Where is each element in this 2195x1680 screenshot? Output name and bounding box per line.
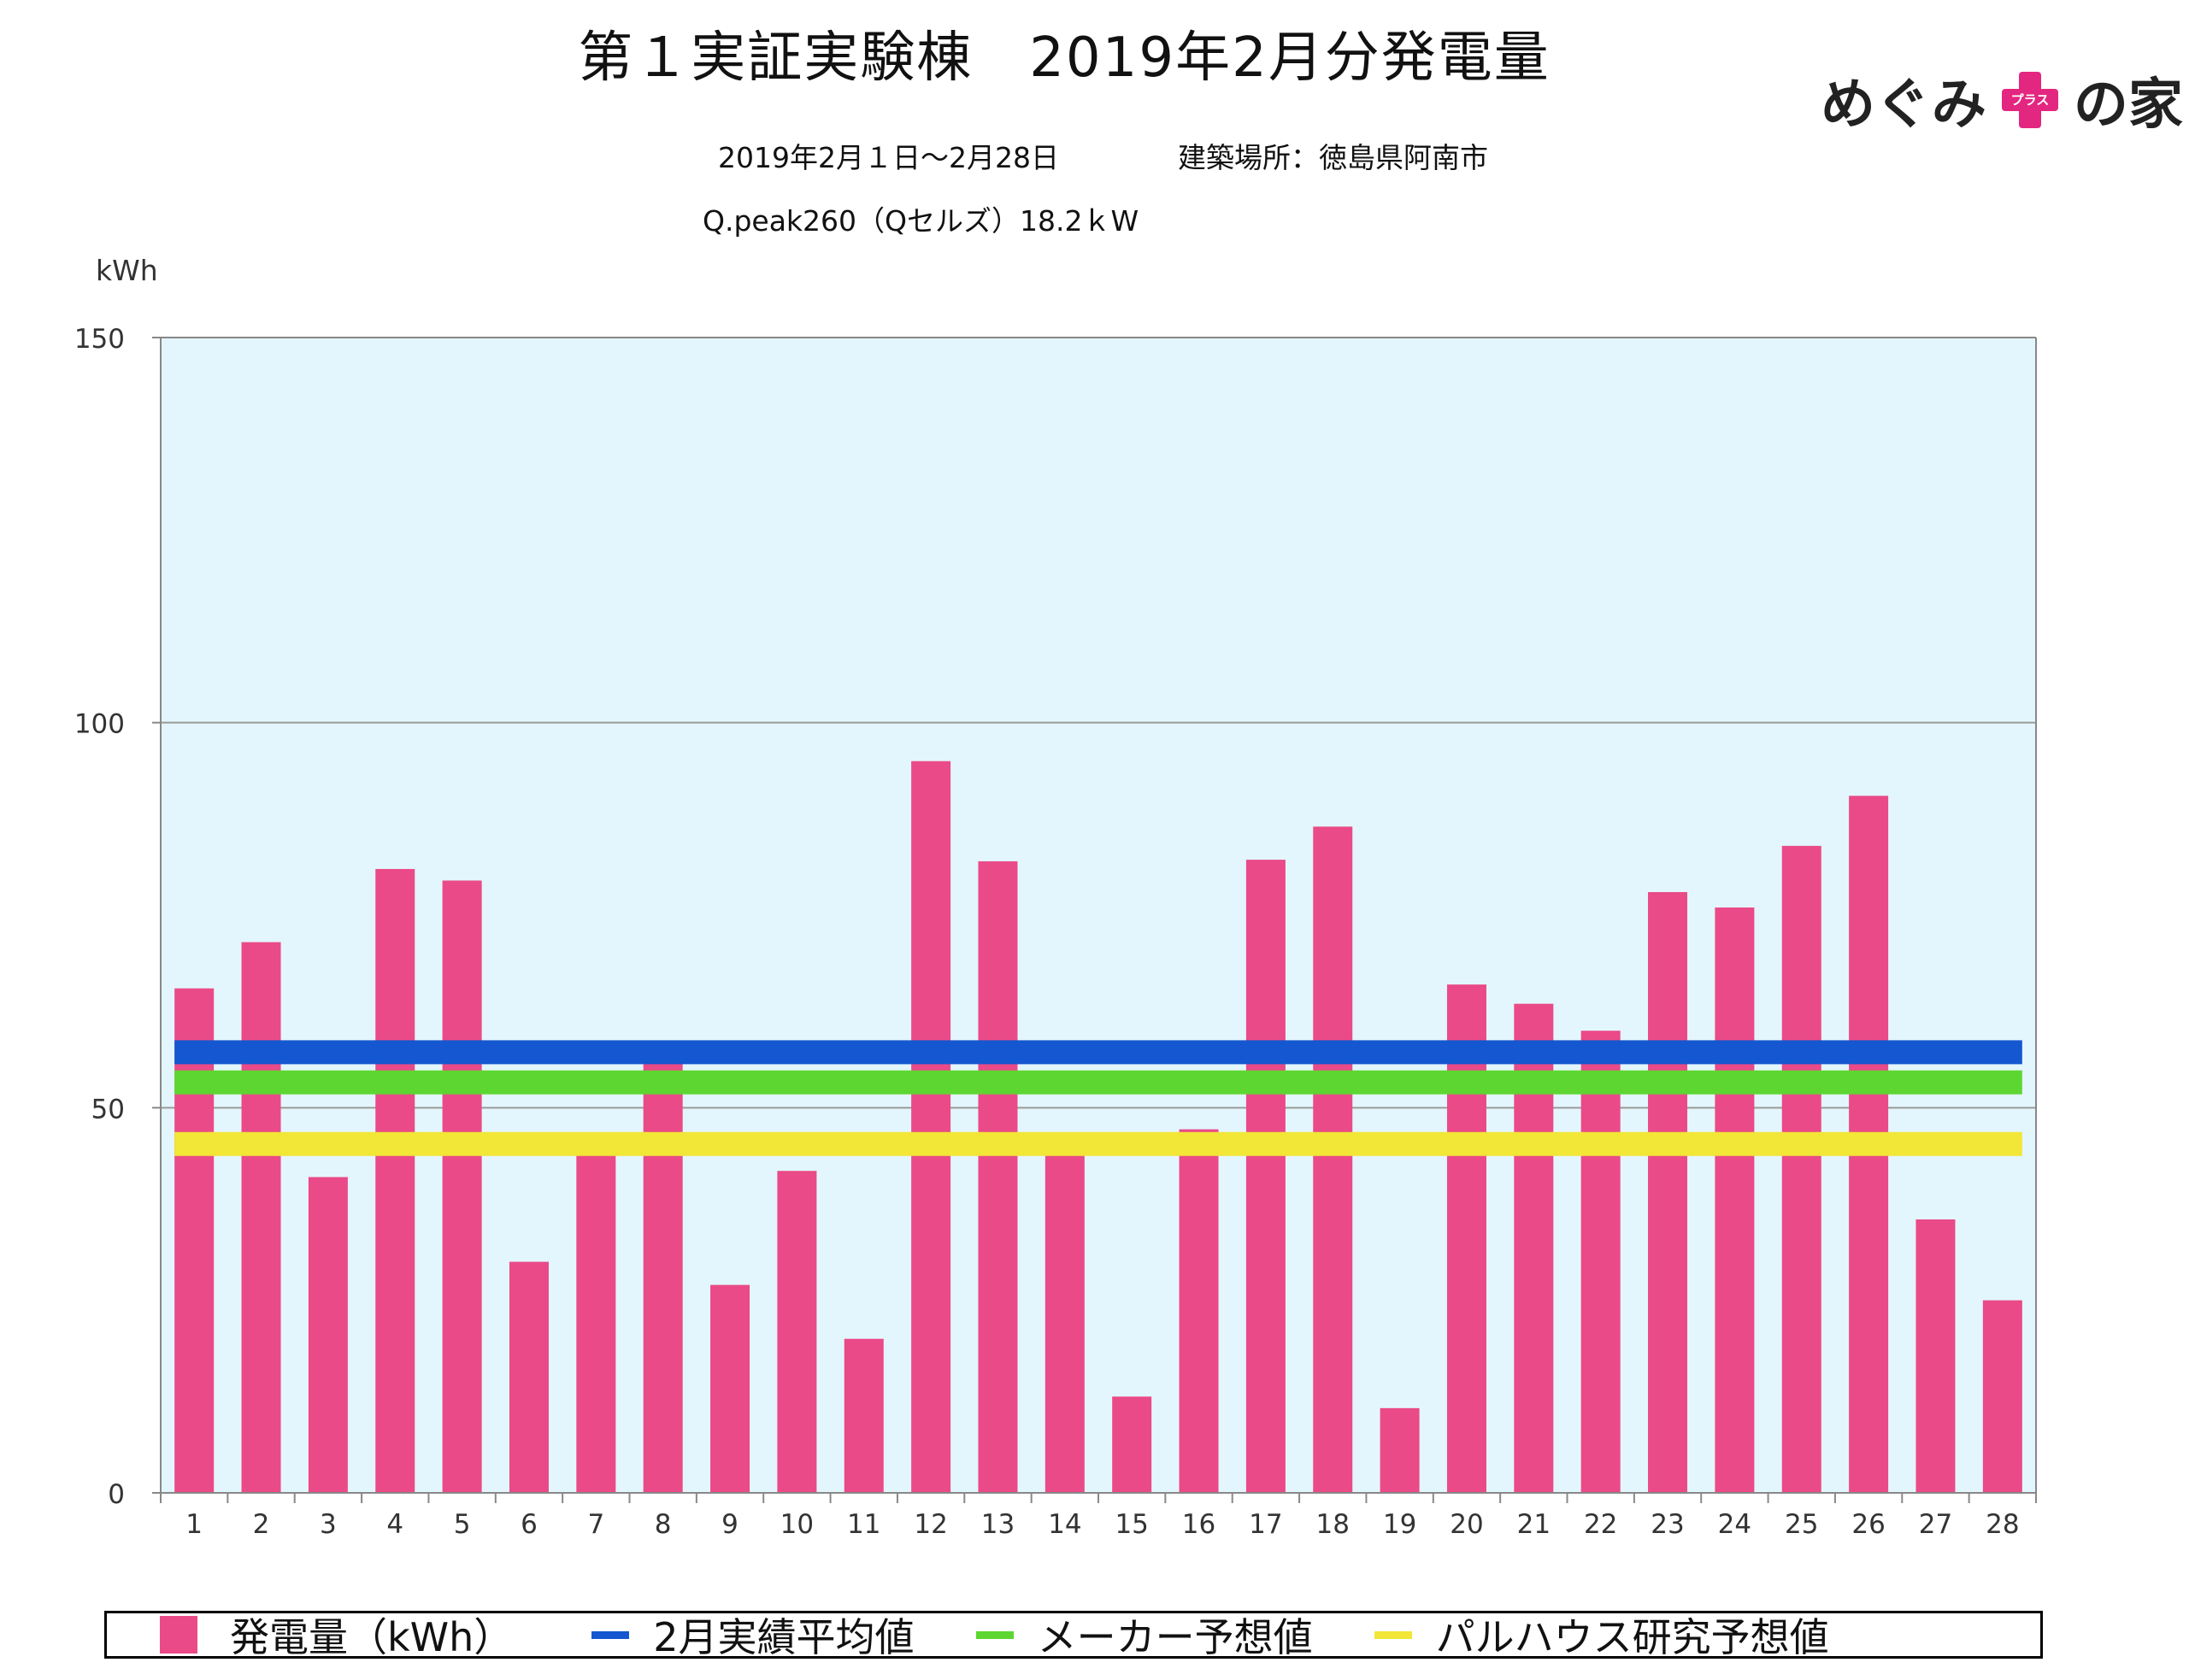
legend-label-average: 2月実績平均値 bbox=[653, 1614, 915, 1660]
x-tick-label: 7 bbox=[587, 1509, 604, 1540]
x-tick-label: 9 bbox=[721, 1509, 739, 1540]
y-tick-label: 50 bbox=[91, 1094, 125, 1125]
bar bbox=[375, 868, 415, 1493]
bar bbox=[1045, 1154, 1085, 1493]
bar bbox=[442, 880, 482, 1493]
x-tick-label: 1 bbox=[185, 1509, 203, 1540]
x-tick-label: 22 bbox=[1584, 1509, 1617, 1540]
x-tick-label: 25 bbox=[1785, 1509, 1818, 1540]
x-tick-label: 16 bbox=[1182, 1509, 1215, 1540]
x-tick-label: 5 bbox=[454, 1509, 471, 1540]
x-tick-label: 11 bbox=[847, 1509, 880, 1540]
bar bbox=[1245, 860, 1286, 1493]
legend-item-generation: 発電量（kWh） bbox=[160, 1607, 513, 1663]
legend-item-average: 2月実績平均値 bbox=[591, 1607, 915, 1663]
bar bbox=[844, 1338, 884, 1493]
x-tick-label: 12 bbox=[914, 1509, 947, 1540]
legend-item-palhouse: パルハウス研究予想値 bbox=[1374, 1607, 1829, 1663]
period-text: 2019年2月１日〜2月28日 bbox=[718, 141, 1059, 174]
bar bbox=[1446, 984, 1486, 1493]
bar bbox=[1648, 891, 1688, 1493]
bar bbox=[241, 942, 281, 1493]
bar bbox=[1982, 1300, 2022, 1493]
x-tick-label: 6 bbox=[521, 1509, 538, 1540]
x-tick-label: 23 bbox=[1651, 1509, 1684, 1540]
legend-label-generation: 発電量（kWh） bbox=[230, 1614, 514, 1660]
plot-area bbox=[161, 338, 2036, 1493]
chart-legend: 発電量（kWh） 2月実績平均値 メーカー予想値 パルハウス研究予想値 bbox=[104, 1611, 2043, 1660]
legend-swatch-generation bbox=[160, 1616, 197, 1654]
bar bbox=[643, 1061, 683, 1493]
legend-label-maker: メーカー予想値 bbox=[1037, 1614, 1313, 1660]
x-tick-label: 18 bbox=[1316, 1509, 1350, 1540]
bar bbox=[1715, 907, 1755, 1493]
x-tick-label: 15 bbox=[1115, 1509, 1148, 1540]
bar bbox=[978, 861, 1018, 1493]
x-tick-label: 21 bbox=[1517, 1509, 1551, 1540]
legend-swatch-maker bbox=[975, 1630, 1014, 1639]
bar bbox=[1915, 1219, 1956, 1493]
brand-logo: めぐみ プラス の家 bbox=[1821, 62, 2183, 138]
bar bbox=[1781, 845, 1821, 1493]
plus-icon: プラス bbox=[2001, 72, 2058, 128]
x-tick-label: 28 bbox=[1986, 1509, 2019, 1540]
bar bbox=[308, 1177, 348, 1493]
x-tick-label: 10 bbox=[780, 1509, 814, 1540]
x-tick-label: 17 bbox=[1249, 1509, 1282, 1540]
legend-swatch-palhouse bbox=[1374, 1630, 1412, 1639]
legend-item-maker: メーカー予想値 bbox=[975, 1607, 1313, 1663]
x-tick-label: 4 bbox=[386, 1509, 403, 1540]
y-axis-label: kWh bbox=[96, 254, 158, 287]
bar bbox=[777, 1171, 817, 1493]
legend-label-palhouse: パルハウス研究予想値 bbox=[1435, 1614, 1829, 1660]
bar bbox=[1112, 1396, 1152, 1493]
chart-title: 第１実証実験棟 2019年2月分発電量 bbox=[578, 26, 1551, 90]
y-tick-label: 150 bbox=[74, 324, 125, 355]
y-tick-label: 0 bbox=[108, 1479, 125, 1510]
bar bbox=[1313, 826, 1353, 1493]
bar bbox=[710, 1284, 750, 1493]
y-tick-label: 100 bbox=[74, 709, 125, 740]
x-tick-label: 26 bbox=[1851, 1509, 1885, 1540]
logo-text-left: めぐみ bbox=[1821, 73, 1986, 137]
legend-swatch-average bbox=[591, 1630, 630, 1639]
panel-text: Q.peak260（Qセルズ）18.2ｋW bbox=[703, 204, 1139, 238]
bar bbox=[1380, 1407, 1420, 1493]
x-tick-label: 3 bbox=[320, 1509, 337, 1540]
bar bbox=[1179, 1129, 1219, 1493]
bar bbox=[576, 1138, 616, 1493]
x-tick-label: 19 bbox=[1383, 1509, 1416, 1540]
x-tick-label: 27 bbox=[1919, 1509, 1952, 1540]
bar bbox=[1580, 1031, 1621, 1493]
x-tick-label: 24 bbox=[1718, 1509, 1751, 1540]
logo-text-right: の家 bbox=[2073, 73, 2183, 137]
location-text: 建築場所：徳島県阿南市 bbox=[1178, 141, 1488, 174]
bar bbox=[509, 1261, 549, 1493]
plus-icon-text: プラス bbox=[2010, 92, 2050, 108]
x-tick-label: 14 bbox=[1048, 1509, 1081, 1540]
x-tick-label: 8 bbox=[655, 1509, 672, 1540]
x-tick-label: 13 bbox=[981, 1509, 1015, 1540]
bar bbox=[911, 761, 951, 1493]
x-tick-label: 20 bbox=[1450, 1509, 1483, 1540]
x-tick-label: 2 bbox=[253, 1509, 270, 1540]
